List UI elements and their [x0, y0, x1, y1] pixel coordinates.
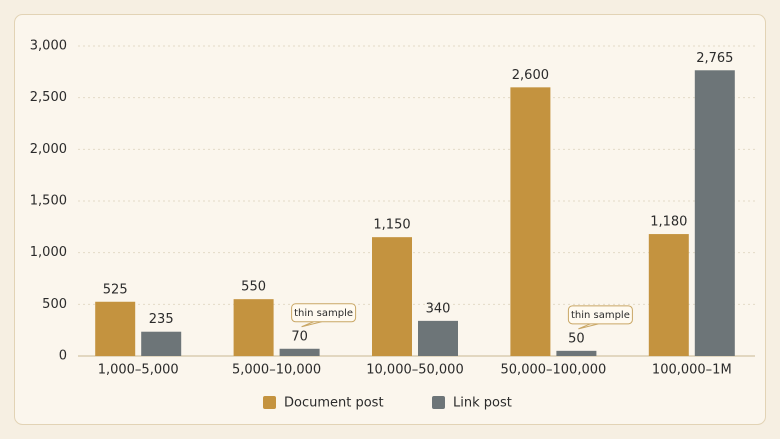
- legend-swatch: [263, 396, 276, 409]
- annotation-pointer: [578, 323, 599, 330]
- annotation-box: [567, 305, 633, 325]
- bar: [233, 299, 274, 356]
- y-tick-label: 0: [59, 349, 67, 364]
- bar: [694, 70, 735, 357]
- legend-label: Document post: [284, 396, 384, 411]
- value-label: 550: [241, 280, 266, 295]
- value-label: 2,765: [696, 51, 733, 66]
- value-label: 1,150: [373, 218, 410, 233]
- bar: [279, 348, 320, 356]
- bar: [510, 87, 551, 356]
- x-tick-label: 10,000–50,000: [366, 363, 463, 378]
- annotation: thin sample: [571, 310, 630, 321]
- bar: [141, 331, 182, 356]
- y-tick-label: 1,000: [30, 245, 67, 260]
- legend-swatch: [432, 396, 445, 409]
- value-label: 70: [291, 329, 308, 344]
- annotation: thin sample: [294, 308, 353, 319]
- x-tick-label: 50,000–100,000: [501, 363, 607, 378]
- bar: [556, 350, 597, 356]
- y-tick-label: 2,500: [30, 90, 67, 105]
- value-label: 1,180: [650, 215, 687, 230]
- y-tick-label: 1,500: [30, 194, 67, 209]
- bar: [95, 301, 136, 356]
- value-label: 2,600: [512, 68, 549, 83]
- x-tick-label: 100,000–1M: [652, 363, 732, 378]
- value-label: 50: [568, 331, 585, 346]
- annotation-box: [291, 303, 357, 323]
- y-tick-label: 3,000: [30, 39, 67, 54]
- y-tick-label: 500: [42, 297, 67, 312]
- value-label: 525: [103, 282, 128, 297]
- bar: [372, 237, 412, 356]
- value-label: 235: [149, 312, 174, 327]
- annotation-pointer: [301, 321, 322, 328]
- legend-label: Link post: [453, 396, 512, 411]
- x-tick-label: 5,000–10,000: [232, 363, 321, 378]
- bar: [418, 320, 458, 356]
- x-tick-label: 1,000–5,000: [98, 363, 179, 378]
- value-label: 340: [426, 301, 451, 316]
- y-tick-label: 2,000: [30, 142, 67, 157]
- bar: [648, 234, 689, 356]
